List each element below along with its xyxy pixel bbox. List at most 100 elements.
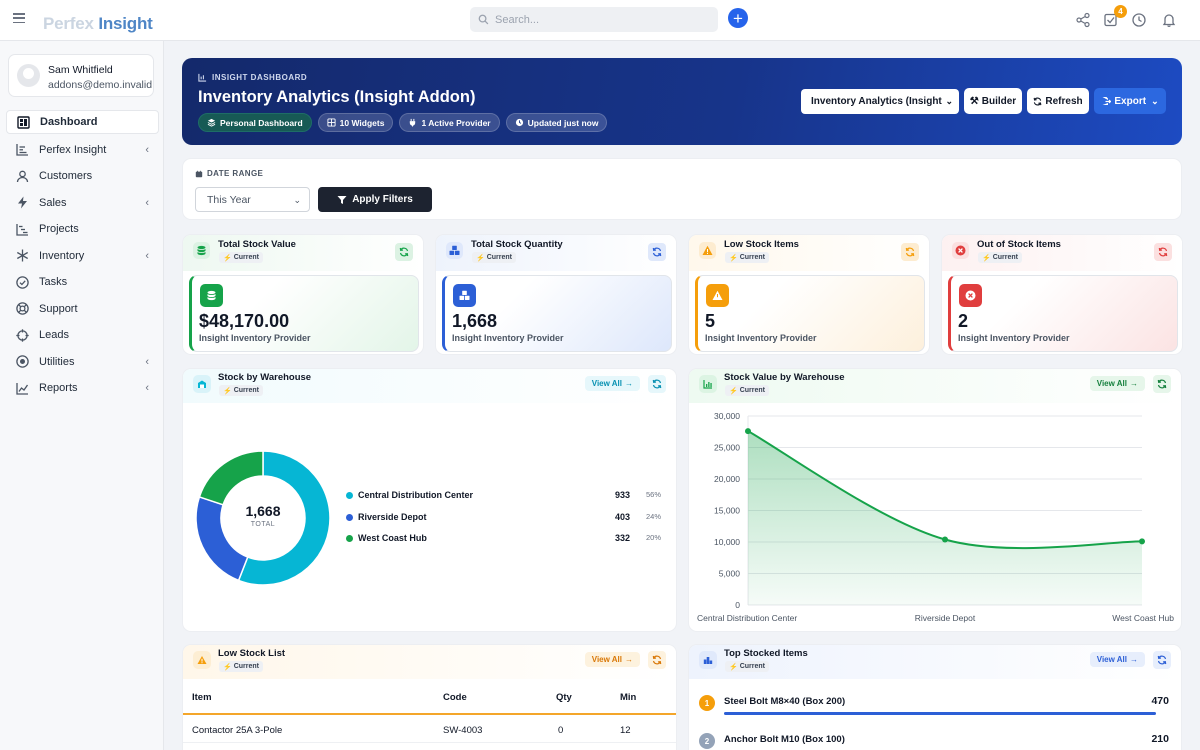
refresh-widget-button[interactable]: [1154, 243, 1172, 261]
view-all-button[interactable]: View All →: [1089, 376, 1145, 391]
refresh-widget-button[interactable]: [648, 375, 666, 393]
x-tick-label: Central Distribution Center: [697, 613, 797, 623]
item-quantity: 210: [1151, 733, 1169, 745]
search-placeholder: Search...: [495, 13, 540, 26]
refresh-icon: [399, 247, 409, 257]
record-icon: [16, 355, 29, 368]
donut-chart: [195, 450, 331, 586]
check-circle-icon: [16, 276, 29, 289]
donut-slice[interactable]: [237, 450, 331, 586]
header-pills: Personal Dashboard 10 Widgets 1 Active P…: [198, 113, 608, 132]
refresh-button[interactable]: Refresh: [1027, 88, 1089, 114]
user-profile-card[interactable]: Sam Whitfield addons@demo.invalid: [8, 54, 154, 97]
current-badge: ⚡ Current: [725, 385, 769, 396]
table-cell: SW-4003: [443, 725, 483, 736]
refresh-icon: [1034, 97, 1042, 105]
y-tick-label: 25,000: [714, 443, 740, 453]
boxes-icon: [453, 284, 476, 307]
chart-icon: [198, 73, 207, 82]
data-point[interactable]: [1139, 538, 1145, 545]
filter-panel: DATE RANGE This Year ⌄ Apply Filters: [182, 158, 1182, 220]
bell-icon[interactable]: [1161, 12, 1177, 28]
sidebar-item-leads[interactable]: Leads: [6, 322, 159, 349]
view-all-button[interactable]: View All →: [1089, 652, 1145, 667]
sidebar-item-support[interactable]: Support: [6, 296, 159, 323]
refresh-widget-button[interactable]: [1153, 651, 1171, 669]
current-badge: ⚡ Current: [219, 385, 263, 396]
chevron-left-icon: ‹: [145, 355, 149, 368]
search-icon: [478, 14, 489, 25]
sidebar-item-utilities[interactable]: Utilities ‹: [6, 349, 159, 376]
refresh-widget-button[interactable]: [901, 243, 919, 261]
dashboard-select[interactable]: Inventory Analytics (Insight ⌄: [801, 89, 959, 114]
builder-button[interactable]: ⚒ Builder: [964, 88, 1022, 114]
legend-item: Riverside Depot 403 24%: [346, 511, 661, 525]
sidebar-item-dashboard[interactable]: Dashboard: [6, 110, 159, 134]
sidebar-item-tasks[interactable]: Tasks: [6, 269, 159, 296]
current-badge: ⚡ Current: [472, 252, 516, 263]
kpi-value: 2: [958, 311, 969, 331]
arrow-right-icon: →: [1130, 655, 1138, 664]
refresh-icon: [652, 379, 662, 389]
apply-filters-button[interactable]: Apply Filters: [318, 187, 432, 212]
top-bar: Perfex Insight Search... + 4: [0, 0, 1200, 41]
rank-badge: 1: [699, 695, 715, 711]
sidebar-item-inventory[interactable]: Inventory ‹: [6, 243, 159, 270]
sidebar-item-label: Utilities: [39, 355, 75, 368]
table-row[interactable]: Fibre Patch Panel 24-PortNW-500206: [183, 743, 676, 750]
coins-icon: [193, 242, 210, 259]
kpi-body: 2 Insight Inventory Provider: [948, 275, 1178, 352]
sidebar-item-projects[interactable]: Projects: [6, 216, 159, 243]
refresh-icon: [652, 655, 662, 665]
arrow-right-icon: →: [625, 655, 633, 664]
y-tick-label: 20,000: [714, 474, 740, 484]
sidebar-item-customers[interactable]: Customers: [6, 163, 159, 190]
y-tick-label: 30,000: [714, 411, 740, 421]
sidebar-item-label: Projects: [39, 223, 79, 236]
refresh-widget-button[interactable]: [648, 243, 666, 261]
header-kicker: INSIGHT DASHBOARD: [198, 73, 307, 82]
current-badge: ⚡ Current: [725, 252, 769, 263]
share-icon[interactable]: [1075, 12, 1091, 28]
donut-slice[interactable]: [198, 450, 264, 506]
donut-total-value: 1,668: [245, 503, 281, 519]
view-all-button[interactable]: View All →: [584, 652, 640, 667]
item-name: Steel Bolt M8×40 (Box 200): [724, 696, 846, 707]
chevron-left-icon: ‹: [145, 382, 149, 395]
menu-toggle-icon[interactable]: [13, 13, 25, 23]
date-range-select[interactable]: This Year ⌄: [195, 187, 310, 212]
page-title: Inventory Analytics (Insight Addon): [198, 88, 476, 106]
item-name: Anchor Bolt M10 (Box 100): [724, 734, 845, 745]
view-all-button[interactable]: View All →: [584, 376, 640, 391]
bolt-icon: ⚡: [476, 254, 485, 262]
current-badge: ⚡ Current: [978, 252, 1022, 263]
user-email: addons@demo.invalid: [48, 79, 153, 91]
search-input[interactable]: Search...: [470, 7, 718, 32]
sidebar-item-perfex-insight[interactable]: Perfex Insight ‹: [6, 137, 159, 164]
arrow-right-icon: →: [1130, 379, 1138, 388]
export-button[interactable]: Export ⌄: [1094, 88, 1166, 114]
chart-icon: [699, 375, 717, 393]
coins-icon: [200, 284, 223, 307]
sidebar-item-reports[interactable]: Reports ‹: [6, 375, 159, 402]
y-tick-label: 15,000: [714, 506, 740, 516]
y-tick-label: 10,000: [714, 537, 740, 547]
kpi-title: Total Stock Quantity: [471, 239, 563, 250]
line-chart-icon: [16, 382, 29, 395]
clock-icon[interactable]: [1131, 12, 1147, 28]
low-stock-list-panel: Low Stock List ⚡ Current View All → Item C…: [182, 644, 677, 750]
data-point[interactable]: [942, 536, 948, 543]
kpi-provider: Insight Inventory Provider: [199, 333, 311, 343]
sidebar-item-sales[interactable]: Sales ‹: [6, 190, 159, 217]
table-row[interactable]: Contactor 25A 3-Pole SW-4003 0 12: [183, 717, 676, 743]
refresh-widget-button[interactable]: [648, 651, 666, 669]
brand-logo[interactable]: Perfex Insight: [43, 14, 153, 33]
refresh-widget-button[interactable]: [1153, 375, 1171, 393]
sidebar-item-label: Leads: [39, 329, 69, 342]
data-point[interactable]: [745, 428, 751, 435]
list-item[interactable]: 2 Anchor Bolt M10 (Box 100) 210: [689, 725, 1179, 750]
refresh-widget-button[interactable]: [395, 243, 413, 261]
quick-create-button[interactable]: +: [728, 8, 748, 28]
list-item[interactable]: 1 Steel Bolt M8×40 (Box 200) 470: [689, 687, 1179, 725]
tasks-checkbox-icon[interactable]: [1103, 12, 1119, 28]
